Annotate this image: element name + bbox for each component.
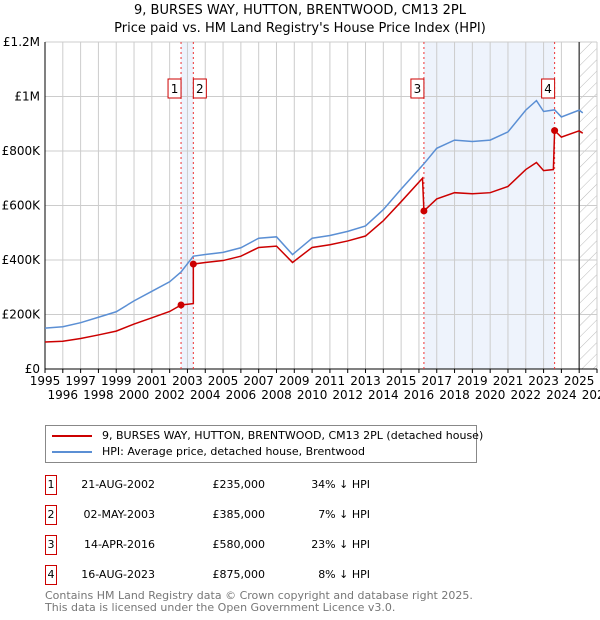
x-tick-label: 2000 — [119, 388, 150, 402]
table-row: 3 14-APR-2016 £580,000 23% ↓ HPI — [45, 535, 385, 555]
x-tick-label: 2012 — [332, 388, 363, 402]
x-tick-label: 2014 — [368, 388, 399, 402]
chart-title: 9, BURSES WAY, HUTTON, BRENTWOOD, CM13 2… — [134, 3, 466, 18]
x-tick-label: 2010 — [297, 388, 328, 402]
sale-point — [189, 260, 197, 268]
x-tick-label: 2003 — [172, 374, 203, 388]
sale-label-box — [192, 78, 207, 99]
x-tick-label: 1999 — [101, 374, 132, 388]
sale-label-box — [541, 78, 556, 99]
footer-line-2: This data is licensed under the Open Gov… — [45, 601, 396, 614]
sale-label-box — [167, 78, 182, 99]
plot-area: 1995199619971998199920002001200220032004… — [2, 35, 600, 402]
legend-label-property: 9, BURSES WAY, HUTTON, BRENTWOOD, CM13 2… — [102, 429, 484, 442]
sale-point — [551, 127, 559, 135]
sale-price: £385,000 — [212, 508, 266, 521]
sale-point — [177, 301, 185, 309]
y-tick-label: £400K — [2, 253, 42, 267]
y-tick-label: £1M — [14, 90, 40, 104]
legend: 9, BURSES WAY, HUTTON, BRENTWOOD, CM13 2… — [45, 425, 483, 463]
sale-number-badge: 3 — [45, 535, 57, 555]
sale-label: 3 — [414, 82, 422, 96]
sale-date: 16-AUG-2023 — [81, 568, 155, 581]
sale-date: 02-MAY-2003 — [83, 508, 155, 521]
x-tick-label: 2025 — [564, 374, 595, 388]
x-tick-label: 2008 — [261, 388, 292, 402]
sale-label: 2 — [196, 82, 204, 96]
sale-label: 4 — [544, 82, 552, 96]
legend-label-hpi: HPI: Average price, detached house, Bren… — [102, 445, 365, 458]
x-tick-label: 2024 — [546, 388, 577, 402]
sale-label-box — [410, 78, 425, 99]
x-tick-label: 1996 — [48, 388, 79, 402]
x-tick-label: 1997 — [65, 374, 96, 388]
y-tick-label: £600K — [2, 199, 42, 213]
sale-label: 1 — [171, 82, 179, 96]
sale-hpi-diff: 23% ↓ HPI — [311, 538, 370, 551]
x-tick-label: 1998 — [83, 388, 114, 402]
x-tick-label: 1995 — [30, 374, 61, 388]
x-tick-label: 2013 — [350, 374, 381, 388]
sale-hpi-diff: 34% ↓ HPI — [311, 478, 370, 491]
x-tick-label: 2019 — [457, 374, 488, 388]
sale-price: £875,000 — [212, 568, 266, 581]
sale-price: £580,000 — [212, 538, 266, 551]
legend-blue-line — [52, 451, 92, 453]
x-tick-label: 2015 — [386, 374, 417, 388]
y-tick-label: £1.2M — [3, 35, 40, 49]
sale-date: 14-APR-2016 — [83, 538, 155, 551]
y-tick-label: £200K — [2, 308, 42, 322]
x-tick-label: 2007 — [243, 374, 274, 388]
x-tick-label: 2026 — [582, 388, 600, 402]
y-tick-label: £800K — [2, 144, 42, 158]
sale-price: £235,000 — [212, 478, 266, 491]
x-tick-label: 2023 — [528, 374, 559, 388]
legend-red-line — [52, 435, 92, 437]
hpi-line — [44, 99, 584, 329]
x-tick-label: 2005 — [208, 374, 239, 388]
x-tick-label: 2018 — [439, 388, 470, 402]
sale-number-badge: 4 — [45, 565, 57, 585]
chart-subtitle: Price paid vs. HM Land Registry's House … — [114, 21, 486, 36]
x-tick-label: 2020 — [475, 388, 506, 402]
x-tick-label: 2017 — [421, 374, 452, 388]
footer-line-1: Contains HM Land Registry data © Crown c… — [45, 589, 473, 602]
x-tick-label: 2022 — [511, 388, 542, 402]
sale-hpi-diff: 8% ↓ HPI — [318, 568, 370, 581]
sale-hpi-diff: 7% ↓ HPI — [318, 508, 370, 521]
x-tick-label: 2009 — [279, 374, 310, 388]
footer: Contains HM Land Registry data © Crown c… — [45, 590, 473, 614]
x-tick-label: 2002 — [154, 388, 185, 402]
price-paid-line — [44, 128, 584, 343]
sale-number-badge: 1 — [45, 475, 57, 495]
x-tick-label: 2004 — [190, 388, 221, 402]
table-row: 1 21-AUG-2002 £235,000 34% ↓ HPI — [45, 475, 385, 495]
table-row: 2 02-MAY-2003 £385,000 7% ↓ HPI — [45, 505, 385, 525]
x-tick-label: 2021 — [493, 374, 524, 388]
x-tick-label: 2011 — [315, 374, 346, 388]
x-tick-label: 2001 — [137, 374, 168, 388]
sale-point — [420, 207, 428, 215]
sale-number-badge: 2 — [45, 505, 57, 525]
x-tick-label: 2016 — [404, 388, 435, 402]
y-tick-label: £0 — [25, 362, 40, 376]
sale-date: 21-AUG-2002 — [81, 478, 155, 491]
table-row: 4 16-AUG-2023 £875,000 8% ↓ HPI — [45, 565, 385, 585]
x-tick-label: 2006 — [226, 388, 257, 402]
